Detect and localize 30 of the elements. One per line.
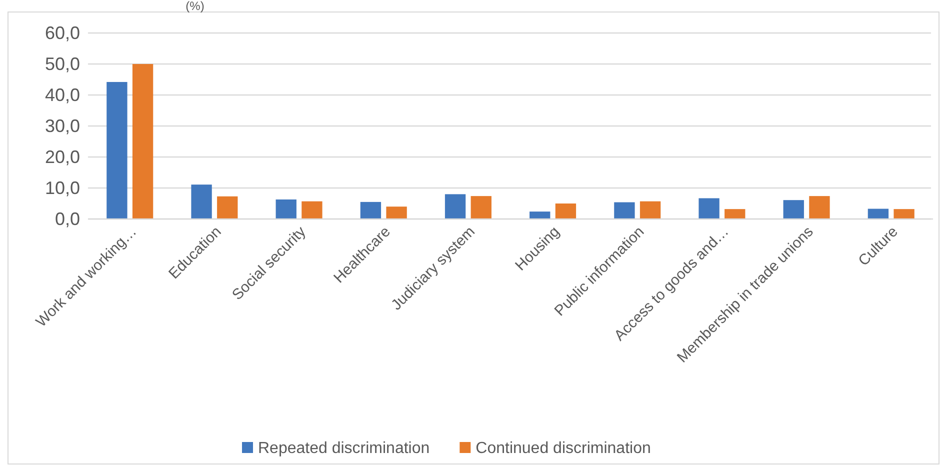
bar (444, 194, 466, 219)
bar (809, 196, 830, 219)
bar (698, 198, 720, 219)
bar (132, 64, 154, 219)
bar (530, 212, 550, 219)
bar (783, 200, 804, 219)
bar (724, 209, 746, 219)
legend-label: Repeated discrimination (258, 440, 430, 457)
bar (894, 209, 914, 219)
bar (470, 196, 492, 219)
bar (640, 201, 661, 219)
bar (302, 201, 322, 219)
bar (106, 82, 128, 219)
y-tick-label: 40,0 (44, 84, 80, 105)
y-tick-label: 50,0 (44, 54, 80, 74)
bar (276, 199, 296, 219)
legend-label: Continued discrimination (476, 440, 651, 457)
bar (191, 184, 212, 219)
bar (614, 202, 635, 219)
bar (386, 206, 407, 219)
bar (868, 208, 889, 219)
chart-title: (%) (186, 0, 204, 13)
y-tick-label: 30,0 (44, 116, 80, 136)
bar (555, 204, 576, 219)
y-tick-label: 0,0 (54, 208, 80, 229)
y-tick-label: 10,0 (44, 178, 80, 198)
bar (360, 202, 382, 219)
y-tick-label: 60,0 (44, 22, 80, 43)
y-tick-label: 20,0 (44, 146, 80, 167)
bar (217, 196, 238, 219)
